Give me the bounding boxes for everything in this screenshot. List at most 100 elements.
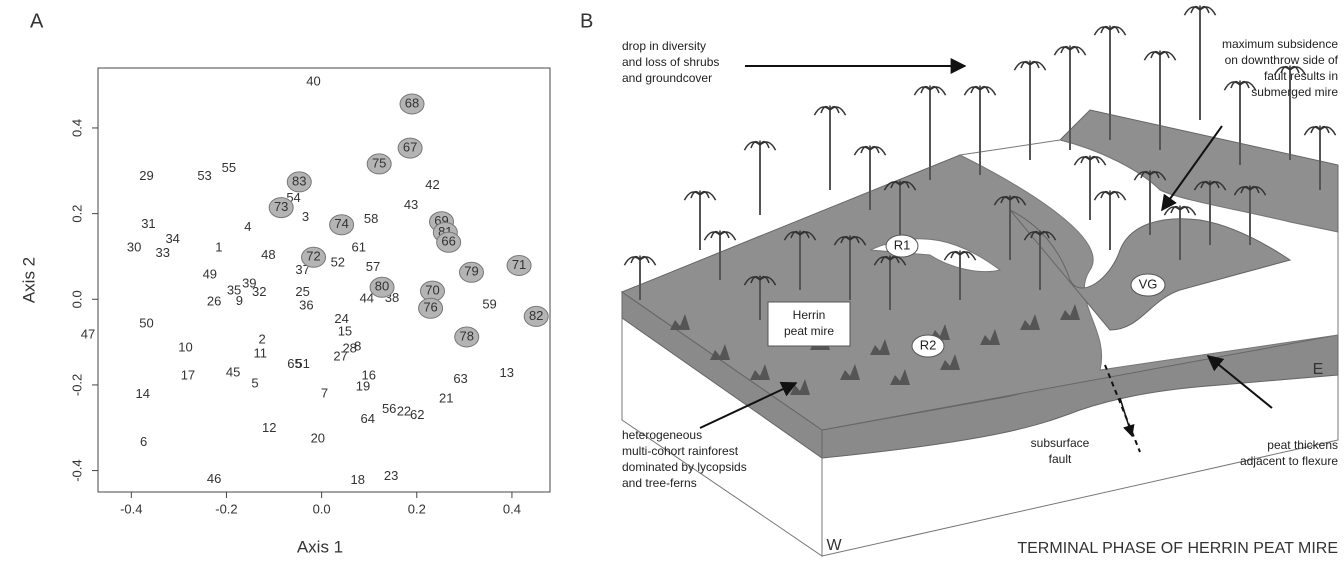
- tree-frond: [799, 231, 817, 241]
- shrub: [750, 364, 770, 380]
- tree-frond: [1149, 171, 1167, 181]
- point-label: 21: [439, 391, 453, 406]
- tree-frond: [1179, 206, 1197, 216]
- annotation: fault: [1049, 452, 1072, 466]
- point-label: 73: [274, 199, 288, 214]
- tree-frond: [869, 146, 887, 156]
- tree-frond: [759, 276, 777, 286]
- tree-frond: [1100, 25, 1111, 34]
- tree-frond: [959, 251, 977, 261]
- site-label: R1: [894, 237, 911, 252]
- annotation: submerged mire: [1251, 85, 1338, 99]
- point-label: 2: [259, 331, 266, 346]
- tree-frond: [719, 231, 737, 241]
- point-label: 11: [253, 346, 267, 361]
- point-label: 63: [453, 371, 467, 386]
- point-label: 61: [351, 240, 365, 255]
- tree-frond: [710, 230, 721, 239]
- point-marker: [366, 153, 392, 175]
- point-marker: [301, 246, 327, 268]
- tree-frond: [1089, 156, 1107, 166]
- point-label: 67: [403, 140, 417, 155]
- point-label: 20: [311, 430, 325, 445]
- point-label: 56: [382, 401, 396, 416]
- point-marker: [369, 276, 395, 298]
- annotation: dominated by lycopsids: [622, 460, 747, 474]
- tree-frond: [630, 255, 641, 264]
- shrub: [670, 314, 690, 330]
- point-label: 16: [361, 367, 375, 382]
- y-tick-label: 0.4: [69, 119, 84, 137]
- point-marker: [329, 214, 355, 236]
- arrow: [699, 381, 798, 429]
- tree-frond: [820, 105, 831, 114]
- point-label: 44: [360, 291, 374, 306]
- point-label: 68: [405, 95, 419, 110]
- tree-frond: [899, 181, 917, 191]
- point-label: 25: [295, 284, 309, 299]
- point-label: 48: [261, 247, 275, 262]
- point-label: 32: [252, 284, 266, 299]
- annotation: subsurface: [1031, 436, 1090, 450]
- point-label: 35: [227, 283, 241, 298]
- tree-frond: [849, 236, 867, 246]
- mire-island: [1009, 209, 1292, 331]
- tree-frond: [750, 140, 761, 149]
- x-tick-label: -0.4: [120, 501, 142, 516]
- tree-frond: [1199, 6, 1217, 16]
- panel-label: A: [30, 10, 44, 32]
- vegetation: [623, 5, 1337, 395]
- y-tick-label: 0.0: [69, 290, 84, 308]
- point-marker: [418, 297, 444, 319]
- point-marker: [397, 137, 423, 159]
- point-label: 28: [342, 340, 356, 355]
- point-label: 42: [425, 177, 439, 192]
- site-marker: [885, 234, 919, 258]
- y-axis-label: Axis 2: [19, 257, 38, 303]
- point-label: 17: [181, 367, 195, 382]
- direction-label: W: [826, 537, 842, 554]
- tree-frond: [860, 145, 871, 154]
- point-label: 53: [197, 168, 211, 183]
- point-marker: [458, 261, 484, 283]
- point-label: 31: [141, 216, 155, 231]
- point-label: 22: [397, 403, 411, 418]
- tree-frond: [1109, 26, 1127, 36]
- tree-frond: [1069, 46, 1087, 56]
- point-label: 79: [464, 264, 478, 279]
- tree-frond: [1039, 231, 1057, 241]
- point-label: 75: [372, 155, 386, 170]
- tree-frond: [1109, 191, 1127, 201]
- point-label: 33: [155, 245, 169, 260]
- annotation: maximum subsidence: [1222, 37, 1338, 51]
- point-label: 23: [384, 468, 398, 483]
- tree-frond: [1060, 45, 1071, 54]
- annotation: Herrin: [793, 308, 826, 322]
- y-tick-label: 0.2: [69, 205, 84, 223]
- point-label: 24: [334, 311, 348, 326]
- point-label: 80: [375, 279, 389, 294]
- point-label: 82: [529, 308, 543, 323]
- x-axis-label: Axis 1: [297, 537, 343, 556]
- point-label: 5: [251, 376, 258, 391]
- point-label: 29: [139, 168, 153, 183]
- tree-frond: [639, 256, 657, 266]
- direction-label: E: [1313, 361, 1324, 378]
- point-label: 15: [338, 324, 352, 339]
- point-label: 9: [236, 293, 243, 308]
- tree-frond: [750, 275, 761, 284]
- tree-frond: [1100, 190, 1111, 199]
- point-label: 55: [222, 160, 236, 175]
- x-tick-label: 0.2: [408, 501, 426, 516]
- annotation: adjacent to flexure: [1240, 454, 1338, 468]
- point-label: 72: [306, 249, 320, 264]
- point-label: 71: [512, 257, 526, 272]
- point-label: 65: [287, 356, 301, 371]
- annotation: multi-cohort rainforest: [622, 444, 739, 458]
- point-label: 62: [410, 407, 424, 422]
- tree-frond: [1000, 195, 1011, 204]
- annotation: and groundcover: [622, 71, 712, 85]
- tree-frond: [1239, 81, 1257, 91]
- point-label: 59: [482, 297, 496, 312]
- point-label: 43: [404, 197, 418, 212]
